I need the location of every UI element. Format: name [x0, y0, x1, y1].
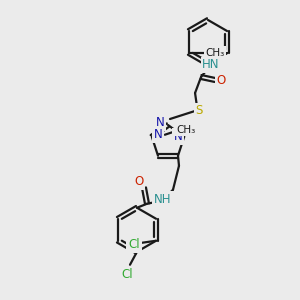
Text: Cl: Cl: [128, 238, 140, 251]
Text: NH: NH: [154, 193, 172, 206]
Text: HN: HN: [202, 58, 220, 71]
Text: O: O: [134, 175, 144, 188]
Text: N: N: [174, 130, 182, 143]
Text: N: N: [156, 116, 164, 130]
Text: CH₃: CH₃: [176, 125, 196, 135]
Text: S: S: [195, 104, 203, 118]
Text: CH₃: CH₃: [205, 48, 225, 58]
Text: N: N: [154, 128, 162, 141]
Text: O: O: [216, 74, 226, 86]
Text: Cl: Cl: [121, 268, 133, 281]
